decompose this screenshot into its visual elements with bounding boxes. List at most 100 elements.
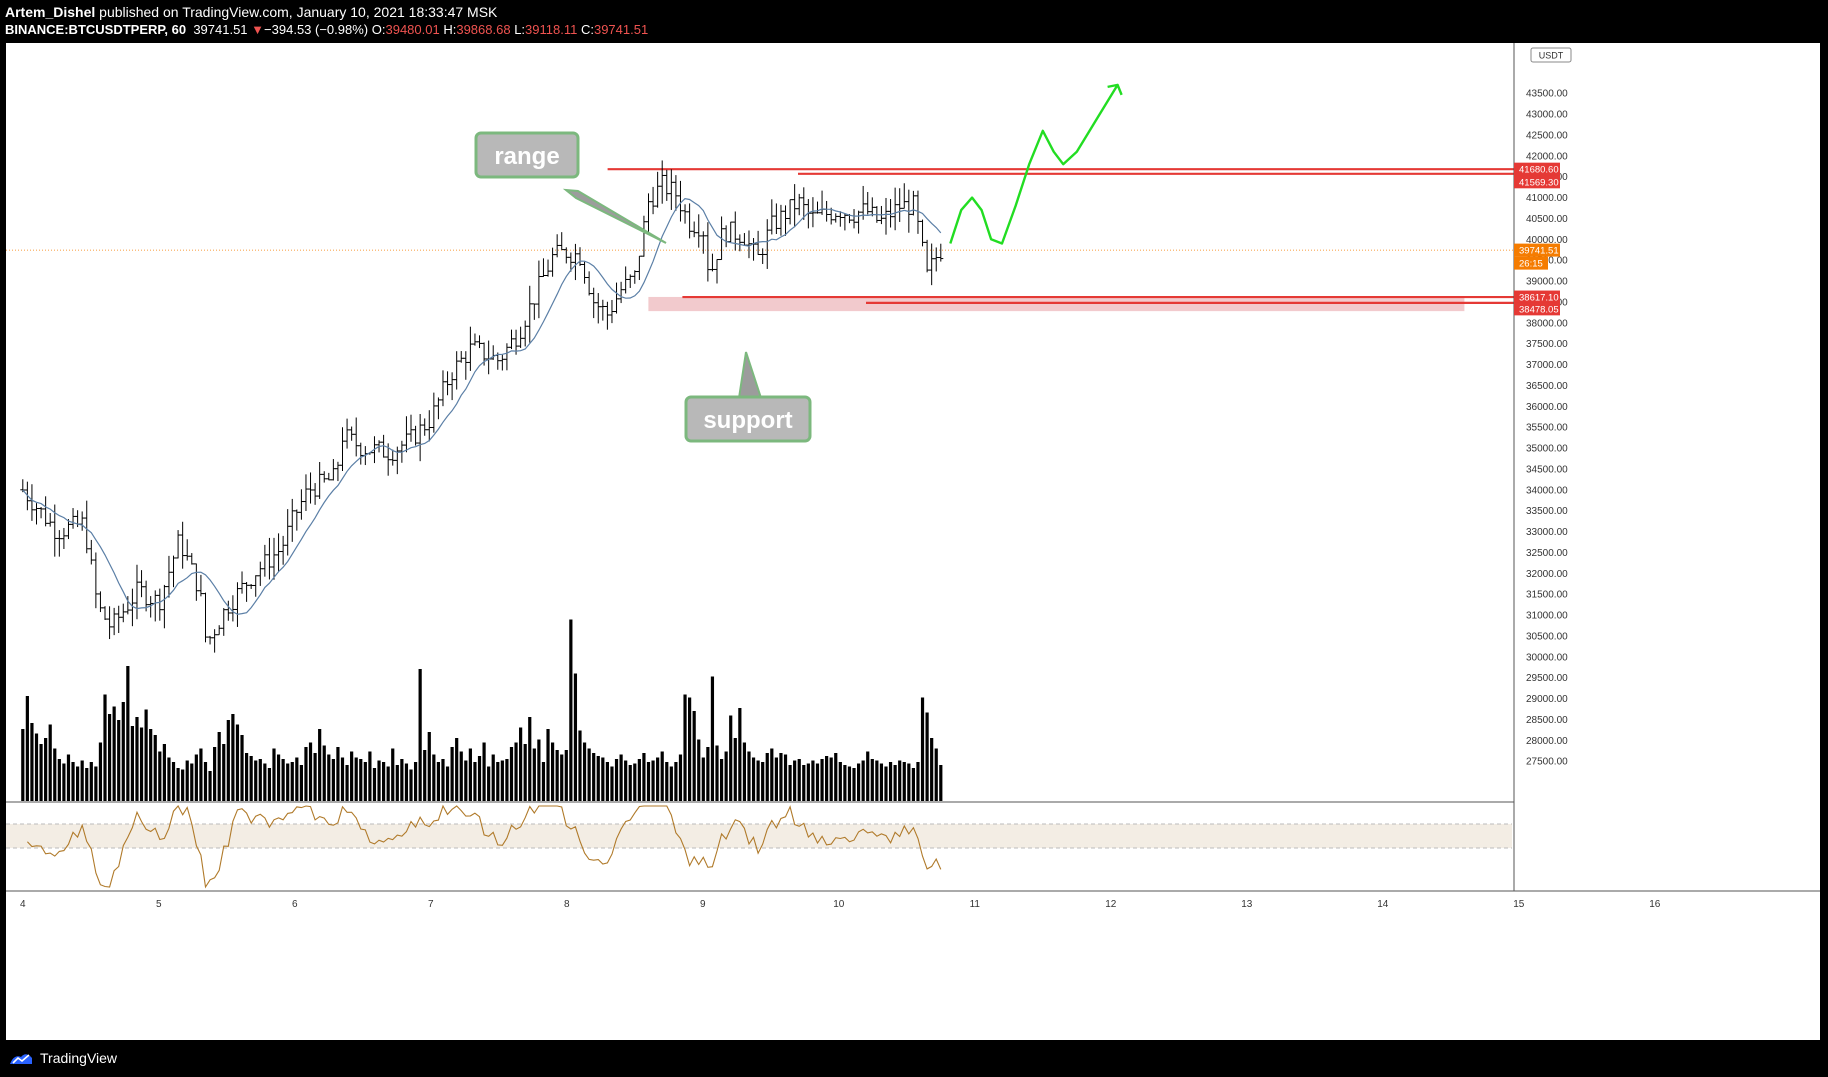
symbol-name[interactable]: BINANCE:BTCUSDTPERP, 60 [5, 22, 187, 37]
y-tick-label: 35500.00 [1526, 423, 1568, 434]
volume-bar [98, 742, 103, 801]
volume-bar [423, 750, 427, 801]
volume-bar [85, 768, 89, 801]
volume-bar [76, 766, 80, 801]
volume-bar [916, 762, 920, 801]
y-tick-label: 37000.00 [1526, 360, 1568, 371]
x-tick-label: 15 [1513, 899, 1525, 910]
volume-bar [815, 763, 820, 801]
volume-bar [555, 750, 559, 801]
tradingview-brand[interactable]: TradingView [8, 1050, 117, 1066]
price-label: 41569.30 [1514, 175, 1560, 189]
volume-bar [820, 759, 824, 801]
volume-bar [560, 754, 564, 801]
volume-bar [144, 709, 148, 801]
volume-bar [688, 697, 692, 801]
volume-bar [646, 762, 651, 801]
brand-name: TradingView [40, 1050, 118, 1066]
volume-bar [601, 757, 605, 801]
volume-bar [532, 748, 536, 801]
volume-bar [651, 760, 655, 801]
volume-bar [619, 754, 623, 801]
volume-bar [806, 763, 810, 801]
volume-bar [368, 751, 372, 801]
volume-bar [57, 759, 61, 801]
volume-bar [331, 759, 335, 801]
support-callout: support [684, 351, 812, 443]
volume-bar [587, 748, 591, 801]
volume-bar [715, 745, 719, 801]
range-callout-label: range [494, 143, 559, 170]
volume-bar [633, 763, 637, 801]
support-callout-box [684, 395, 812, 443]
volume-bar [765, 753, 769, 801]
volume-bar [756, 760, 760, 801]
price-label-text: 26:15 [1519, 259, 1543, 270]
y-tick-label: 29000.00 [1526, 694, 1568, 705]
volume-bar [450, 747, 454, 801]
volume-bar [112, 706, 116, 801]
volume-bar [372, 768, 377, 801]
volume-bar [94, 766, 98, 801]
volume-bar [473, 762, 477, 801]
volume-bar [103, 694, 107, 801]
volume-bar [861, 760, 865, 801]
volume-bar [496, 762, 500, 801]
x-tick-label: 7 [428, 899, 434, 910]
y-tick-label: 30500.00 [1526, 631, 1568, 642]
volume-bar [71, 762, 75, 801]
volume-bar [295, 757, 299, 801]
volume-bar [537, 739, 541, 801]
volume-bar [62, 763, 66, 801]
price-label-box [1514, 302, 1560, 316]
volume-bar [500, 760, 504, 801]
volume-bar [761, 762, 765, 801]
volume-bar [678, 754, 683, 801]
y-tick-label: 37500.00 [1526, 339, 1568, 350]
y-tick-label: 31000.00 [1526, 611, 1568, 622]
volume-bar [893, 765, 897, 801]
volume-bar [313, 753, 317, 801]
high-label: H: [443, 22, 457, 37]
close-value: 39741.51 [593, 22, 649, 37]
volume-bar [843, 765, 847, 801]
volume-bar [363, 762, 367, 801]
volume-bar [747, 751, 751, 801]
x-tick-label: 10 [833, 899, 845, 910]
volume-bar [176, 768, 180, 801]
high-value: 39868.68 [456, 22, 511, 37]
volume-bar [519, 727, 523, 801]
y-tick-label: 43500.00 [1526, 89, 1568, 100]
price-label-box [1514, 243, 1560, 257]
volume-bar [884, 766, 888, 801]
volume-bar [327, 754, 331, 801]
volume-bar [879, 763, 884, 801]
volume-bar [509, 747, 514, 801]
volume-bar [628, 765, 632, 801]
volume-bar [158, 751, 162, 801]
volume-bar [322, 745, 326, 801]
volume-bar [528, 717, 532, 801]
volume-bar [925, 712, 929, 801]
volume-bar [162, 744, 166, 801]
volume-bar [336, 747, 340, 801]
y-tick-label: 34500.00 [1526, 464, 1568, 475]
volume-bar [459, 751, 463, 801]
volume-bar [432, 754, 436, 801]
volume-bar [34, 733, 39, 801]
volume-bar [674, 762, 678, 801]
volume-bar [340, 757, 345, 801]
volume-bar [199, 748, 203, 801]
volume-bar [783, 754, 788, 801]
y-tick-label: 30000.00 [1526, 652, 1568, 663]
open-value: 39480.01 [385, 22, 440, 37]
volume-bar [710, 676, 715, 801]
volume-bar [80, 760, 84, 801]
volume-bar [706, 747, 710, 801]
volume-bar [130, 726, 135, 801]
price-label-box [1514, 290, 1560, 304]
volume-bar [875, 760, 879, 801]
author-name[interactable]: Artem_Dishel [5, 4, 96, 20]
